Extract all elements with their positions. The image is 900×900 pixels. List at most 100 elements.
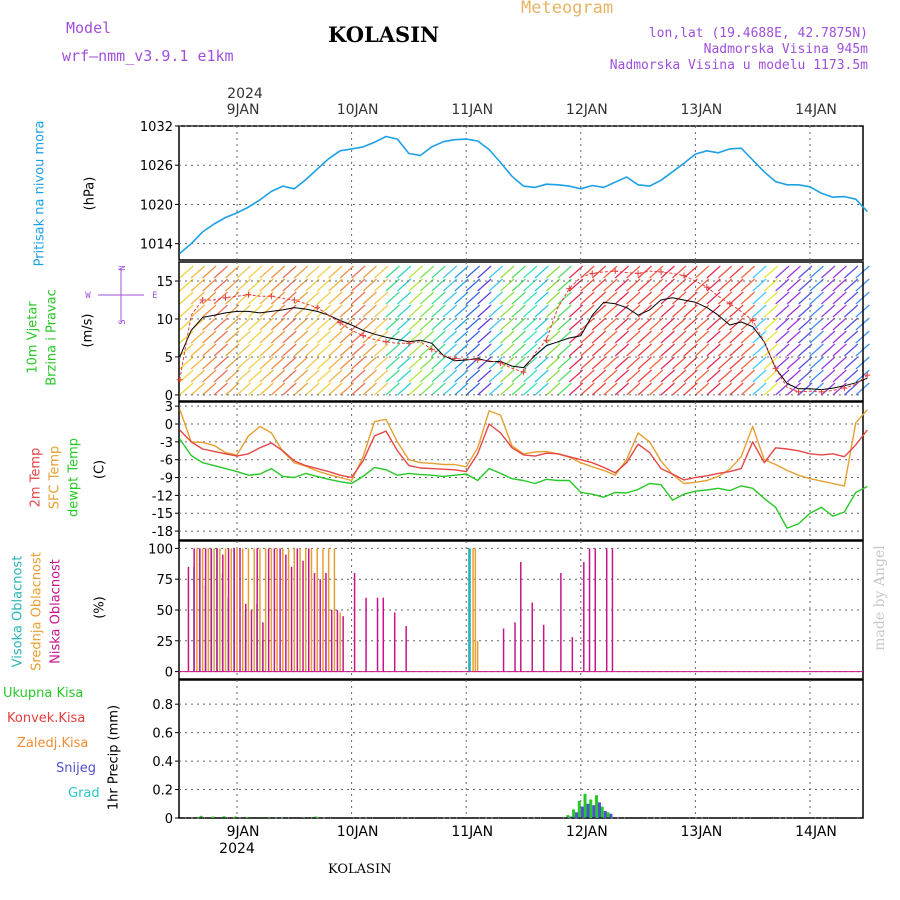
wind-barb — [362, 304, 377, 318]
wind-barb — [442, 369, 458, 383]
top-day-label: 14JAN — [795, 102, 837, 118]
wind-barb — [523, 265, 538, 279]
wind-barb — [339, 317, 354, 331]
wind-barb — [763, 278, 779, 292]
y-tick-label: 0.8 — [152, 698, 173, 713]
wind-barb — [431, 356, 446, 370]
wind-barb — [614, 369, 630, 383]
wind-barb — [190, 304, 206, 318]
wind-barb — [763, 265, 779, 279]
wind-barb — [660, 343, 675, 357]
wind-barb — [740, 382, 756, 396]
wind-barb — [248, 382, 263, 396]
total-precip-bar — [211, 816, 215, 818]
wind-barb — [740, 343, 756, 357]
y-tick-label: -9 — [160, 472, 173, 487]
wind-barb — [626, 369, 641, 383]
wind-barb — [259, 278, 274, 292]
wind-barb — [580, 382, 595, 396]
snow-bar — [569, 816, 573, 818]
wind-barb — [225, 382, 240, 396]
wind-barb — [821, 356, 836, 370]
wind-barb — [282, 304, 297, 318]
wind-barb — [523, 330, 538, 344]
wind-barb — [729, 304, 744, 318]
wind-barb — [465, 291, 481, 305]
wind-gust-marker — [405, 340, 412, 347]
wind-barb — [752, 356, 767, 370]
wind-barb — [534, 369, 549, 383]
wind-barb — [649, 291, 664, 305]
wind-barb — [637, 343, 652, 357]
wind-barb — [225, 317, 240, 331]
wind-barb — [568, 304, 584, 318]
wind-barb — [316, 382, 332, 396]
wind-barb — [683, 317, 698, 331]
wind-barb — [843, 343, 859, 357]
wind-barb — [293, 343, 309, 357]
wind-barb — [190, 278, 206, 292]
wind-barb — [282, 330, 297, 344]
wind-barb — [614, 317, 630, 331]
wind-barb — [786, 369, 801, 383]
wind-barb — [259, 265, 274, 279]
total-precip-bar — [589, 799, 593, 818]
y-tick-label: 0 — [165, 418, 173, 433]
wind-gust-marker — [360, 332, 367, 339]
wind-barb — [683, 382, 698, 396]
wind-barb — [729, 382, 744, 396]
wind-barb — [809, 304, 824, 318]
wind-barb — [202, 304, 217, 318]
bottom-day-label: 11JAN — [451, 824, 493, 840]
wind-barb — [477, 291, 492, 305]
total-precip-bar — [314, 816, 318, 818]
wind-barb — [259, 343, 274, 357]
y-tick-label: 0.2 — [152, 784, 173, 799]
wind-gust-marker — [428, 346, 435, 353]
snow-bar — [597, 802, 601, 818]
wind-barb — [500, 343, 515, 357]
wind-barb — [683, 330, 698, 344]
total-precip-bar — [245, 816, 249, 818]
y-tick-label: 0.6 — [152, 727, 173, 742]
wind-barb — [832, 343, 847, 357]
wind-barb — [374, 291, 389, 305]
wind-barb — [809, 291, 824, 305]
y-tick-label: 0.4 — [152, 755, 173, 770]
wind-barb — [511, 382, 526, 396]
wind-barb — [465, 317, 481, 331]
wind-barb — [179, 343, 194, 357]
wind-barb — [385, 330, 400, 344]
y-tick-label: 3 — [165, 400, 173, 415]
wind-barb — [843, 278, 859, 292]
wind-barb — [534, 382, 549, 396]
wind-barb — [454, 304, 469, 318]
wind-barb — [374, 278, 389, 292]
wind-barb — [419, 369, 435, 383]
wind-barb — [821, 330, 836, 344]
dewpt-line — [179, 438, 868, 529]
wind-barb — [649, 382, 664, 396]
y-tick-label: 1020 — [140, 198, 173, 213]
y-tick-label: 1014 — [140, 238, 173, 253]
wind-gust-marker — [382, 338, 389, 345]
wind-barb — [293, 330, 309, 344]
wind-barb — [374, 356, 389, 370]
wind-barb — [695, 265, 710, 279]
wind-barb — [442, 343, 458, 357]
wind-barb — [282, 265, 297, 279]
wind-barb — [729, 369, 744, 383]
wind-barb — [843, 304, 859, 318]
wind-barb — [225, 265, 240, 279]
lonlat-label: lon,lat (19.4688E, 42.7875N) — [648, 26, 868, 41]
wind-barb — [397, 369, 412, 383]
wind-barb — [832, 304, 847, 318]
wind-barb — [328, 330, 343, 344]
wind-barb — [431, 382, 446, 396]
wind-barb — [626, 343, 641, 357]
wind-barb — [477, 278, 492, 292]
compass-north: N — [118, 265, 128, 270]
wind-gust-marker — [772, 365, 779, 372]
wind-barb — [488, 382, 503, 396]
wind-barb — [717, 265, 733, 279]
